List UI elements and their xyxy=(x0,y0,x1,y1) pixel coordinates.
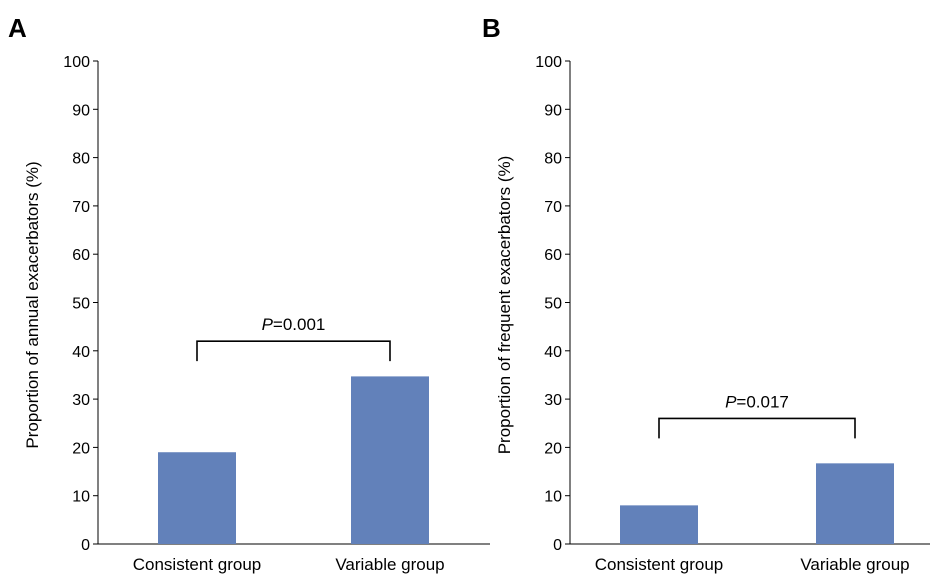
panel-a-category-label: Consistent group xyxy=(133,555,262,574)
panel-a-y-tick-label: 0 xyxy=(81,537,90,554)
panel-a-y-tick-label: 40 xyxy=(72,344,90,361)
panel-b-y-axis-title: Proportion of frequent exacerbators (%) xyxy=(495,156,514,455)
panel-a-p-symbol: P xyxy=(262,315,274,334)
panel-b-category-labels: Consistent group Variable group xyxy=(595,555,910,574)
panel-b-bars xyxy=(620,463,894,544)
panel-b-category-label: Consistent group xyxy=(595,555,724,574)
panel-b-y-tick-label: 90 xyxy=(544,102,562,119)
panel-a-significance-bracket xyxy=(196,340,391,362)
panel-a-bars xyxy=(158,376,429,544)
panel-a-y-tick-label: 60 xyxy=(72,247,90,264)
panel-a-y-axis-title: Proportion of annual exacerbators (%) xyxy=(23,161,42,448)
panel-b: B Proportion of frequent exacerbators (%… xyxy=(482,13,930,574)
panel-b-y-tick-label: 100 xyxy=(535,54,562,71)
panel-b-y-tick-label: 70 xyxy=(544,199,562,216)
panel-a-y-tick-label: 100 xyxy=(63,54,90,71)
panel-a: A Proportion of annual exacerbators (%) … xyxy=(8,13,490,574)
panel-a-y-tick-label: 20 xyxy=(72,440,90,457)
panel-a-p-value-number: =0.001 xyxy=(273,315,325,334)
panel-b-category-label: Variable group xyxy=(800,555,909,574)
panel-a-y-tick-label: 70 xyxy=(72,199,90,216)
panel-b-y-ticks: 0 10 20 30 40 50 60 70 80 90 100 xyxy=(535,54,570,554)
panel-a-y-tick-label: 50 xyxy=(72,296,90,313)
panel-a-bar-consistent-group xyxy=(158,452,236,544)
panel-b-bar-variable-group xyxy=(816,463,894,544)
panel-a-bar-variable-group xyxy=(351,376,429,544)
panel-b-y-tick-label: 10 xyxy=(544,489,562,506)
panel-b-significance-bracket xyxy=(658,417,856,439)
panel-b-y-tick-label: 20 xyxy=(544,440,562,457)
panel-b-y-tick-label: 30 xyxy=(544,392,562,409)
panel-a-y-tick-label: 90 xyxy=(72,102,90,119)
panel-b-y-tick-label: 40 xyxy=(544,344,562,361)
panel-b-label: B xyxy=(482,13,501,43)
panel-a-label: A xyxy=(8,13,27,43)
panel-a-p-value: P=0.001 xyxy=(262,315,326,334)
panel-b-y-tick-label: 0 xyxy=(553,537,562,554)
panel-a-y-ticks: 0 10 20 30 40 50 60 70 80 90 100 xyxy=(63,54,98,554)
panel-b-y-tick-label: 80 xyxy=(544,151,562,168)
panel-b-p-symbol: P xyxy=(725,392,737,411)
panel-b-p-value: P=0.017 xyxy=(725,392,789,411)
panel-a-y-tick-label: 10 xyxy=(72,489,90,506)
panel-a-category-labels: Consistent group Variable group xyxy=(133,555,445,574)
panel-a-y-tick-label: 80 xyxy=(72,151,90,168)
panel-b-p-value-number: =0.017 xyxy=(736,392,788,411)
panel-a-category-label: Variable group xyxy=(335,555,444,574)
panel-b-y-tick-label: 60 xyxy=(544,247,562,264)
panel-b-bar-consistent-group xyxy=(620,505,698,544)
panel-a-y-tick-label: 30 xyxy=(72,392,90,409)
panel-b-y-tick-label: 50 xyxy=(544,296,562,313)
